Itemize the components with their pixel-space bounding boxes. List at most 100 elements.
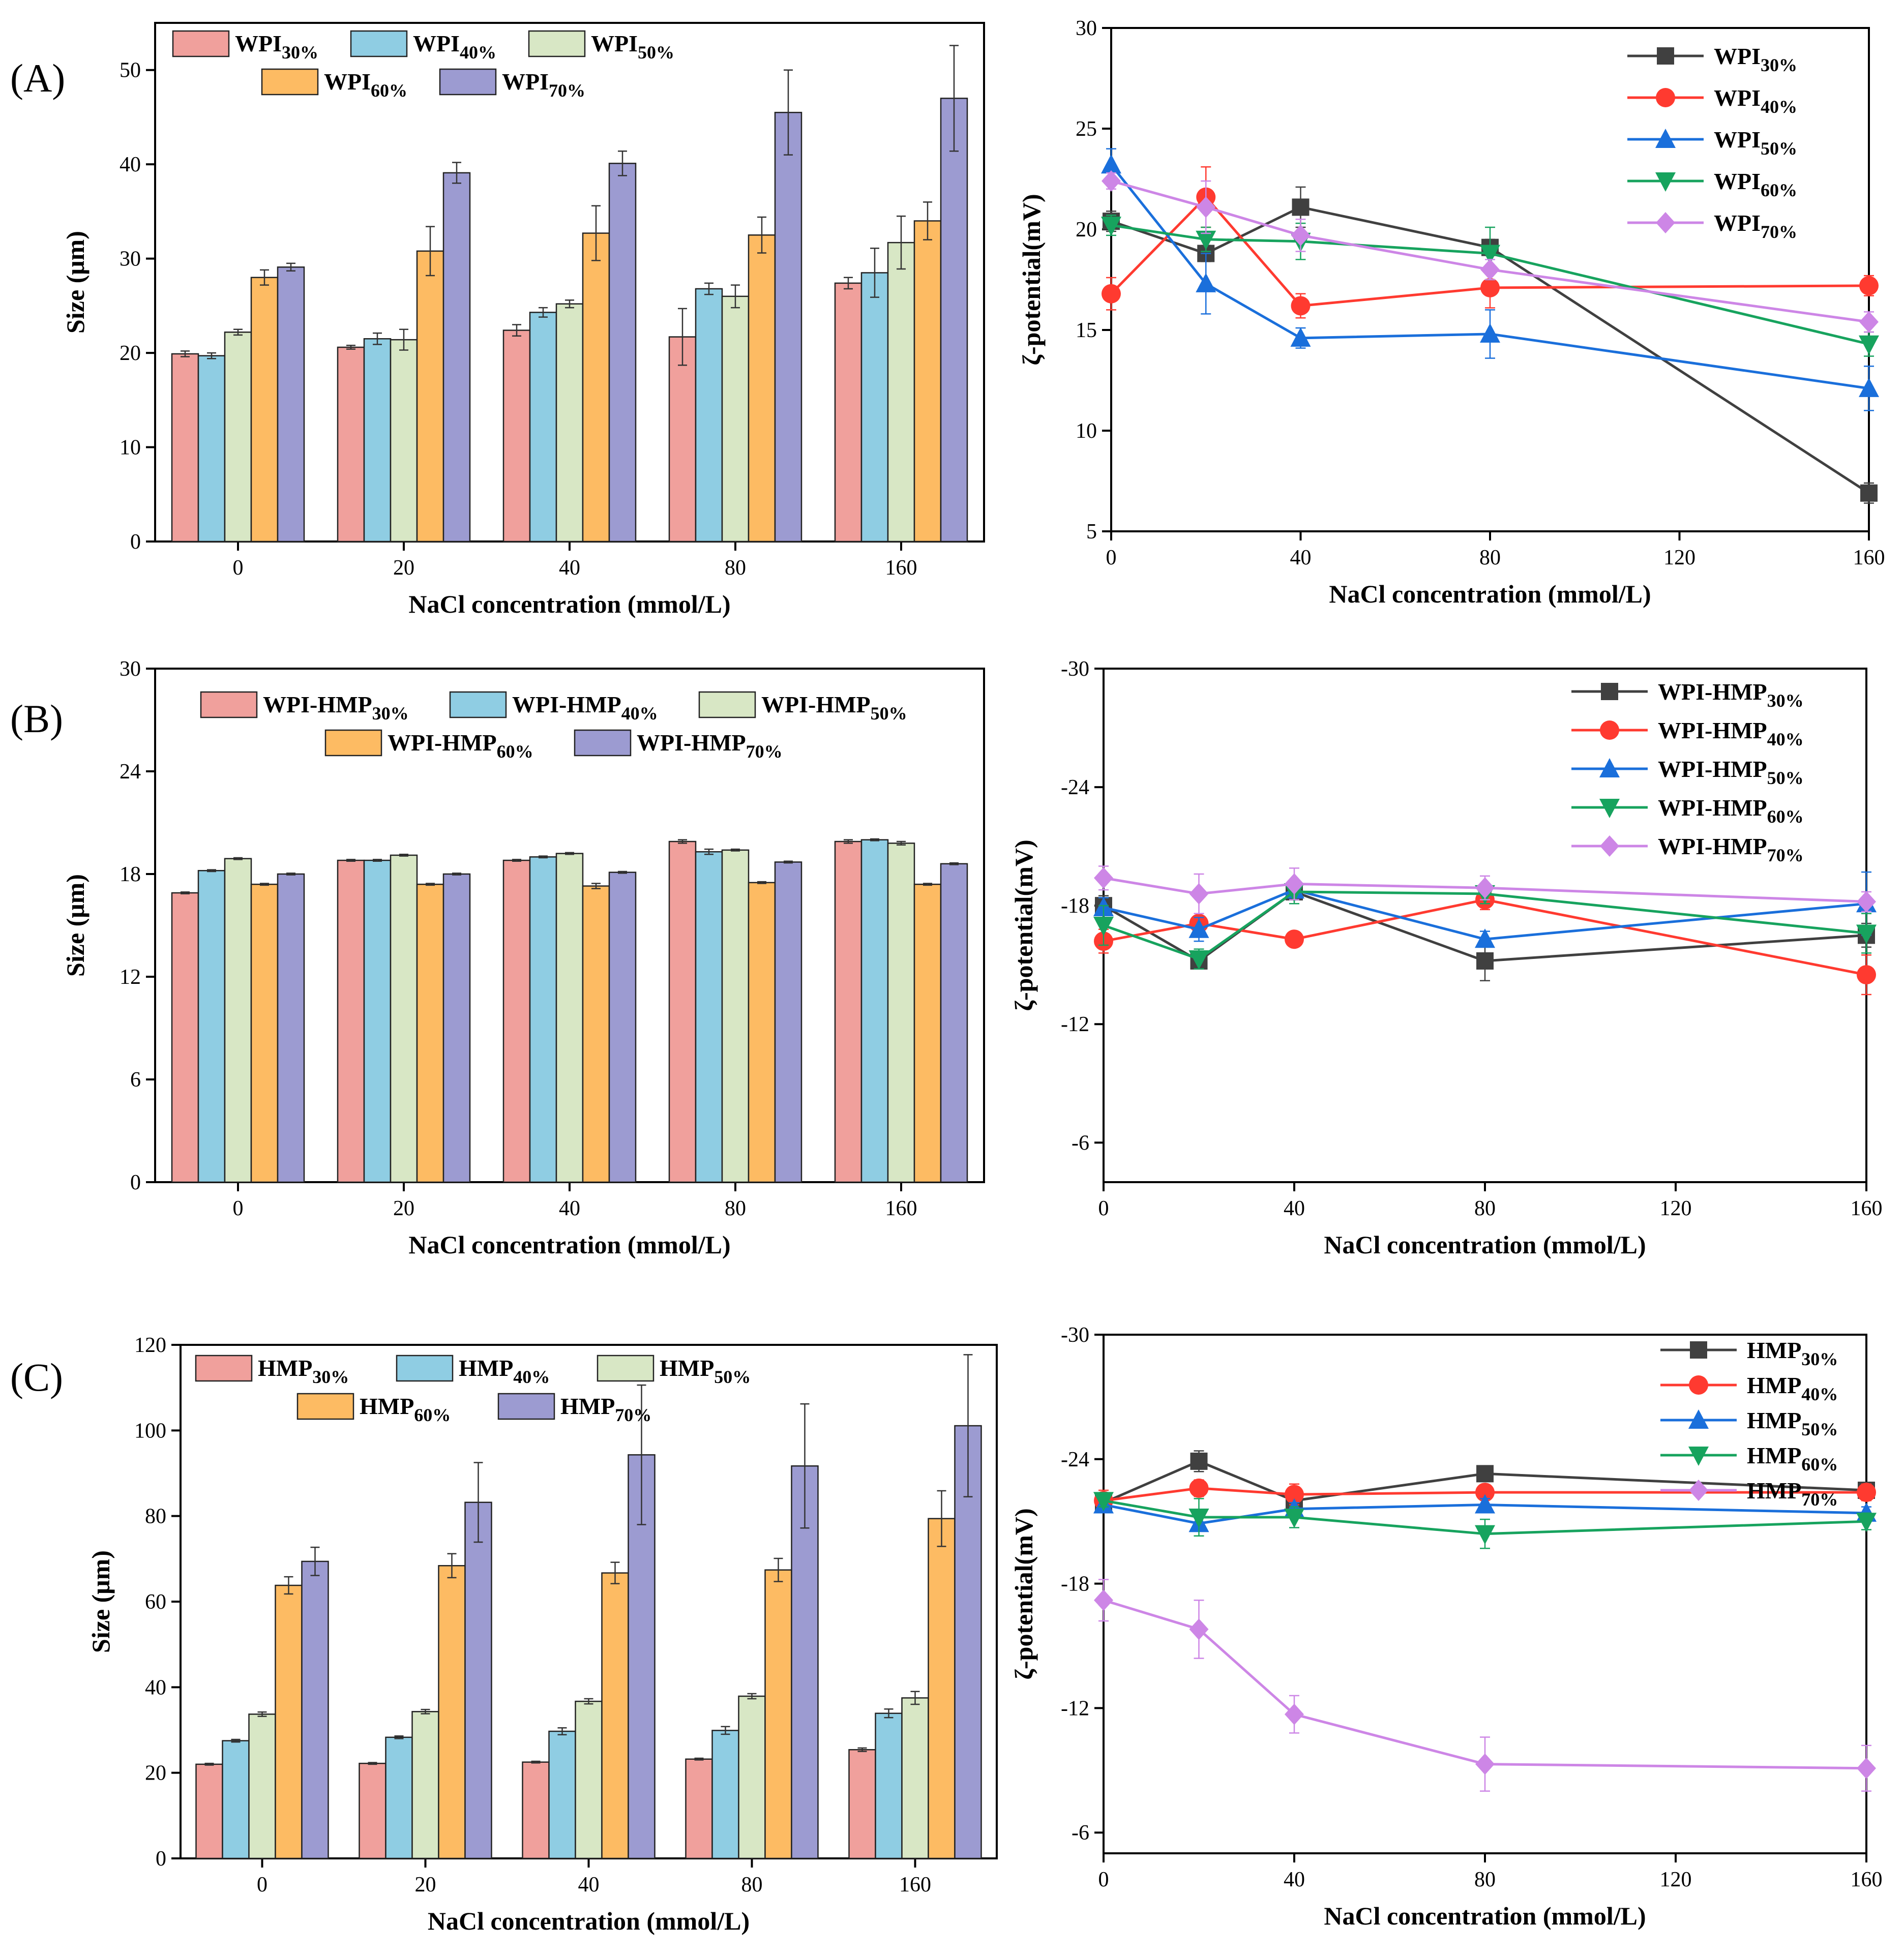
legend-swatch	[195, 1355, 253, 1382]
x-tick-label: 0	[1098, 1197, 1109, 1220]
bar	[774, 861, 802, 1183]
y-tick-label: -30	[1061, 657, 1089, 681]
bar	[416, 883, 444, 1183]
data-point	[1196, 230, 1216, 250]
x-tick-label: 120	[1660, 1868, 1692, 1891]
y-tick-label: -18	[1061, 1573, 1089, 1596]
legend-label: WPI50%	[1714, 127, 1797, 159]
x-tick-label: 80	[741, 1873, 763, 1897]
legend-label: WPI40%	[413, 31, 496, 63]
bar	[668, 840, 697, 1183]
data-point	[1188, 1509, 1209, 1528]
x-tick-label: 80	[725, 556, 746, 580]
bar	[522, 1761, 550, 1859]
x-tick-label: 40	[578, 1873, 600, 1897]
data-point	[1291, 224, 1311, 246]
x-axis-title: NaCl concentration (mmol/L)	[408, 1230, 730, 1259]
data-point	[1476, 952, 1494, 970]
bar	[390, 339, 418, 543]
data-point	[1285, 1485, 1304, 1505]
legend-swatch	[439, 68, 497, 96]
bar	[555, 303, 584, 543]
legend-label: WPI60%	[324, 69, 407, 101]
y-tick-label: -12	[1061, 1013, 1089, 1036]
legend-swatch	[396, 1355, 454, 1382]
x-tick-label: 80	[725, 1197, 746, 1220]
y-axis-title: ζ-potential(mV)	[1017, 194, 1046, 365]
x-tick-label: 120	[1663, 546, 1695, 569]
bar	[171, 892, 199, 1183]
bar	[250, 277, 279, 543]
bar	[502, 859, 531, 1183]
panel-b-zeta-line-chart: -30 -24 -18 -12 -6 NaCl concentration (mmol/L…	[1009, 657, 1883, 1259]
bar	[248, 1713, 276, 1859]
y-tick-label: 0	[130, 530, 141, 554]
y-axis-title: ζ-potential(mV)	[1009, 1508, 1038, 1679]
bar	[695, 851, 723, 1183]
y-tick-label: -12	[1061, 1697, 1089, 1720]
bar	[171, 353, 199, 543]
bar	[390, 854, 418, 1183]
bar	[416, 250, 444, 543]
data-point	[1101, 154, 1121, 174]
bar	[913, 220, 942, 543]
legend-marker	[1600, 835, 1619, 857]
bar	[464, 1501, 492, 1859]
bar	[277, 873, 305, 1183]
bar	[608, 163, 637, 543]
x-axis-title: NaCl concentration (mmol/L)	[408, 590, 730, 618]
bar	[575, 1700, 603, 1859]
legend-marker	[1600, 720, 1619, 740]
bar	[442, 873, 471, 1183]
y-tick-label: 20	[1076, 218, 1097, 242]
data-point	[1859, 377, 1879, 397]
y-tick-label: 10	[120, 436, 141, 460]
data-point	[1285, 929, 1304, 949]
data-point	[1292, 198, 1310, 216]
bar	[224, 332, 252, 543]
x-tick-label: 160	[885, 556, 917, 580]
legend-swatch	[528, 30, 586, 57]
x-tick-label: 80	[1474, 1197, 1496, 1220]
bar	[601, 1572, 629, 1859]
legend-label: WPI40%	[1714, 85, 1797, 117]
y-tick-label: 40	[120, 153, 141, 176]
data-point	[1856, 924, 1877, 944]
bar	[774, 111, 802, 543]
y-tick-label: 100	[134, 1419, 166, 1442]
legend-swatch	[261, 68, 319, 96]
legend-label: WPI70%	[502, 69, 585, 101]
bar	[887, 242, 915, 543]
data-point	[1189, 1478, 1209, 1498]
data-point	[1856, 1513, 1877, 1532]
x-tick-label: 0	[257, 1873, 267, 1897]
bar	[764, 1569, 792, 1859]
bar	[928, 1518, 956, 1859]
data-point	[1291, 296, 1311, 316]
data-point	[1284, 1509, 1304, 1528]
y-tick-label: 24	[120, 760, 141, 784]
x-tick-label: 40	[1290, 546, 1312, 569]
y-tick-label: 15	[1076, 319, 1097, 342]
data-point	[1094, 1589, 1113, 1611]
data-point	[1859, 276, 1879, 295]
legend-label: WPI50%	[591, 31, 674, 63]
data-point	[1859, 335, 1879, 355]
legend-label: WPI-HMP70%	[637, 730, 783, 762]
legend-label: WPI-HMP50%	[1658, 756, 1804, 788]
legend-swatch	[449, 691, 507, 718]
data-point	[1196, 196, 1216, 218]
legend-label: HMP70%	[1747, 1478, 1838, 1510]
y-tick-label: -6	[1072, 1821, 1089, 1845]
x-tick-label: 20	[393, 1197, 414, 1220]
x-tick-label: 40	[1284, 1868, 1305, 1891]
legend-swatch	[497, 1393, 555, 1420]
bar	[834, 282, 862, 543]
bar	[250, 883, 279, 1183]
legend-label: WPI-HMP40%	[512, 691, 658, 724]
legend-label: WPI-HMP50%	[761, 691, 907, 724]
bar	[860, 839, 889, 1183]
y-tick-label: 30	[120, 248, 141, 271]
legend-label: WPI30%	[235, 31, 318, 63]
data-point	[1475, 1494, 1495, 1514]
